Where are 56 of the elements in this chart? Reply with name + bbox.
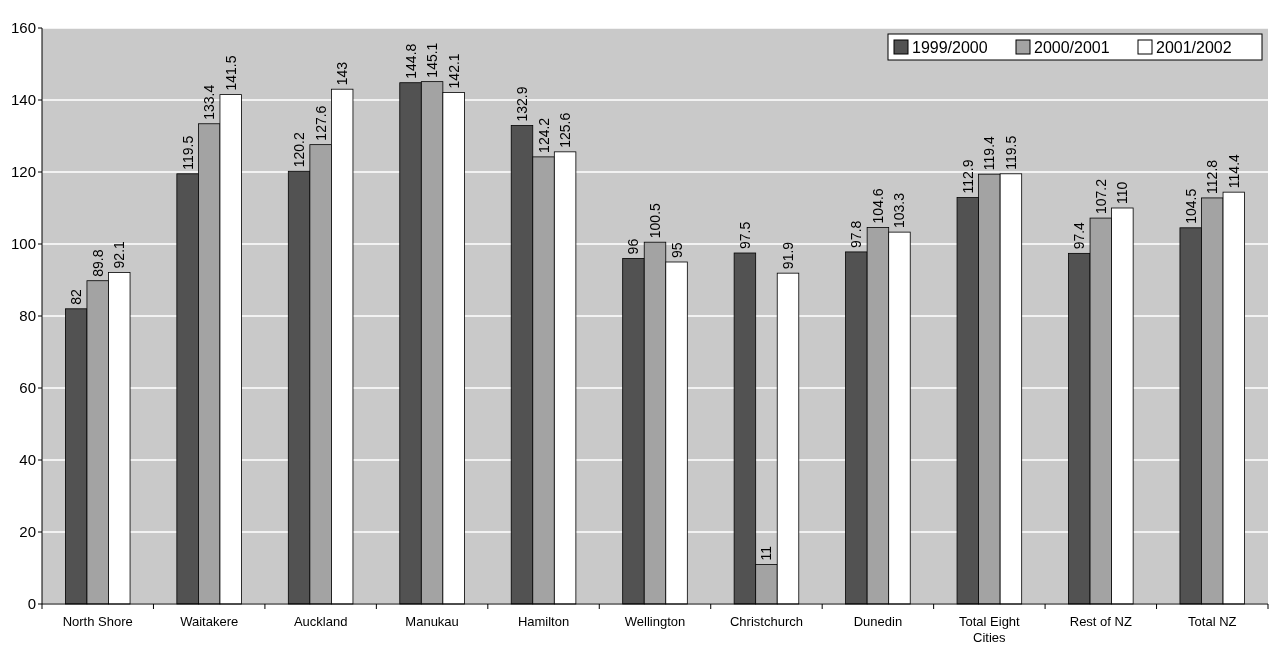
data-label: 97.4	[1071, 221, 1088, 250]
data-label: 89.8	[89, 249, 106, 277]
data-label: 119.5	[179, 135, 196, 170]
data-label: 103.3	[891, 192, 908, 229]
legend-label: 1999/2000	[912, 38, 988, 56]
data-label: 112.8	[1204, 159, 1221, 194]
data-label: 110	[1114, 181, 1131, 204]
data-label: 95	[668, 242, 685, 258]
legend-label: 2001/2002	[1156, 38, 1232, 56]
x-tick-label: Wellington	[624, 614, 686, 629]
x-tick-label: Total Eight Cities	[959, 614, 1021, 645]
x-tick-label: Waitakere	[180, 614, 239, 629]
data-label: 92.1	[111, 240, 128, 269]
data-label: 114.4	[1225, 153, 1242, 189]
y-tick-label: 160	[10, 19, 36, 37]
data-label: 144.8	[402, 43, 419, 79]
x-tick-label: Manukau	[405, 614, 459, 629]
x-tick-label: Auckland	[293, 614, 348, 629]
x-tick-label: Dunedin	[853, 614, 903, 629]
data-label: 133.4	[201, 84, 218, 120]
x-tick-label: Christchurch	[729, 614, 803, 629]
y-tick-label: 100	[10, 235, 36, 253]
data-label: 11	[758, 545, 775, 561]
y-tick-label: 140	[10, 91, 36, 109]
data-label: 96	[625, 238, 642, 255]
data-label: 124.2	[535, 117, 552, 153]
data-label: 125.6	[557, 112, 574, 148]
data-label: 127.6	[312, 105, 329, 141]
y-tick-label: 0	[27, 595, 36, 613]
x-tick-label: Hamilton	[517, 614, 570, 629]
data-label: 141.5	[222, 55, 239, 91]
legend-label: 2000/2001	[1034, 38, 1110, 56]
data-label: 104.5	[1182, 188, 1199, 224]
data-label: 100.5	[647, 202, 663, 239]
data-label: 97.8	[848, 220, 865, 248]
data-label: 82	[68, 289, 85, 305]
data-label: 132.9	[514, 86, 530, 122]
data-label: 120.2	[291, 132, 308, 168]
y-tick-label: 40	[19, 451, 36, 469]
data-label: 112.9	[959, 159, 976, 194]
data-label: 143	[334, 61, 351, 86]
x-tick-label: Rest of NZ	[1069, 614, 1132, 629]
y-tick-label: 20	[19, 523, 36, 541]
y-tick-label: 120	[10, 163, 36, 181]
data-label: 104.6	[869, 188, 886, 224]
data-label: 91.9	[780, 241, 796, 270]
y-tick-label: 80	[19, 307, 36, 325]
data-label: 107.2	[1092, 178, 1109, 215]
data-label: 119.5	[1002, 135, 1019, 170]
data-label: 142.1	[445, 53, 462, 89]
data-label: 119.4	[981, 135, 998, 171]
x-tick-label: North Shore	[62, 614, 133, 629]
y-tick-label: 60	[19, 379, 36, 397]
data-label: 97.5	[736, 221, 753, 249]
data-label: 145.1	[424, 42, 441, 78]
x-tick-label: Total NZ	[1188, 614, 1237, 629]
